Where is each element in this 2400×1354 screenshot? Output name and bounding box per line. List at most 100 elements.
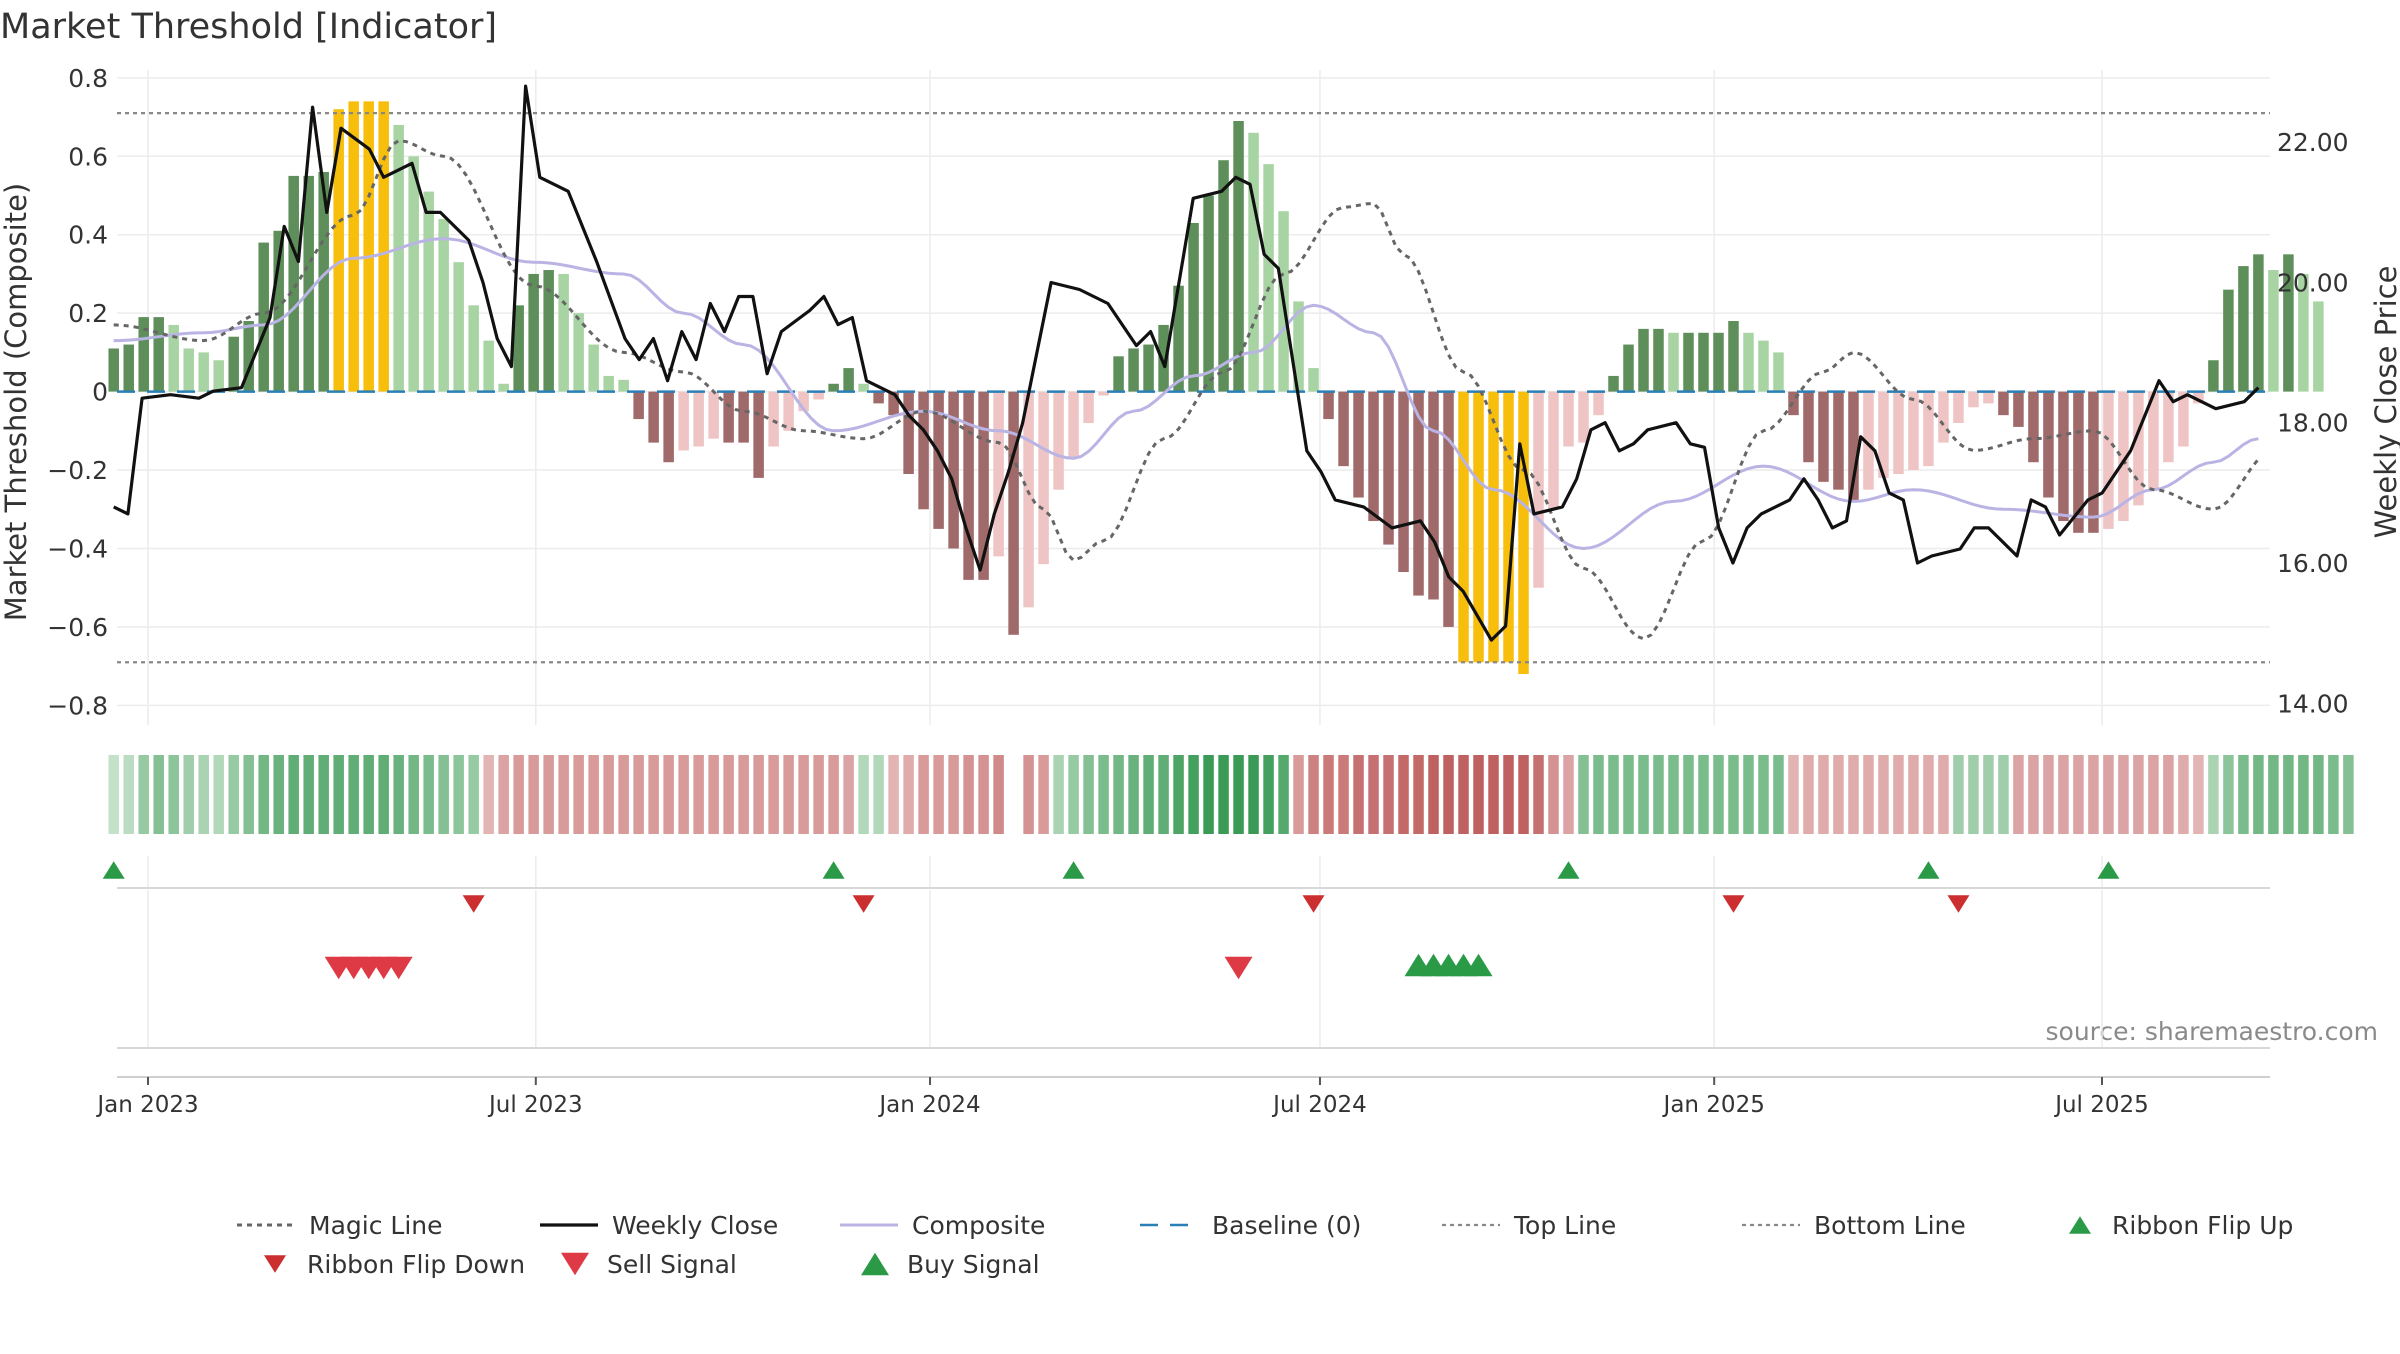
y-left-tick-label: −0.4 (47, 535, 108, 564)
legend-item: Weekly Close (540, 1211, 778, 1240)
composite-bar (1548, 391, 1559, 510)
legend-swatch (861, 1252, 889, 1276)
y-left-tick-label: 0.6 (68, 142, 108, 171)
composite-bar (183, 348, 194, 392)
ribbon-segment (423, 755, 434, 834)
ribbon-segment (183, 755, 194, 834)
ribbon-segment (573, 755, 584, 834)
composite-bar (378, 101, 389, 392)
composite-bar (783, 391, 794, 431)
ribbon-segment (1548, 755, 1559, 834)
ribbon-segment (1053, 755, 1064, 834)
composite-bar (1473, 391, 1484, 663)
ribbon-segment (843, 755, 854, 834)
composite-bar (1923, 391, 1934, 467)
composite-bar (2133, 391, 2144, 506)
composite-bar (1968, 391, 1979, 408)
ribbon-segment (933, 755, 944, 834)
legend-label: Buy Signal (907, 1250, 1040, 1279)
ribbon-segment (1593, 755, 1604, 834)
ribbon-segment (1263, 755, 1274, 834)
ribbon-segment (663, 755, 674, 834)
ribbon-segment (1203, 755, 1214, 834)
legend-label: Ribbon Flip Down (307, 1250, 525, 1279)
ribbon-segment (2313, 755, 2324, 834)
ribbon-segment (603, 755, 614, 834)
ribbon-segment (1233, 755, 1244, 834)
composite-bar (468, 305, 479, 392)
composite-bar (1983, 391, 1994, 404)
ribbon-segment (1773, 755, 1784, 834)
ribbon-segment (2238, 755, 2249, 834)
ribbon-segment (2013, 755, 2024, 834)
ribbon-flip-up-marker (1557, 861, 1580, 879)
x-axis: Jan 2023 Jul 2023 Jan 2024 Jul 2024 Jan 2025… (95, 1077, 2149, 1118)
trend-ribbon (108, 755, 2354, 834)
ribbon-segment (2253, 755, 2264, 834)
ribbon-segment (1728, 755, 1739, 834)
composite-bar (1563, 391, 1574, 447)
composite-bar (363, 101, 374, 392)
composite-bar (1623, 344, 1634, 392)
composite-bar (303, 175, 314, 392)
composite-bar (288, 175, 299, 392)
y-right-tick-label: 16.00 (2277, 549, 2349, 578)
ribbon-segment (1248, 755, 1259, 834)
ribbon-segment (1413, 755, 1424, 834)
ribbon-segment (288, 755, 299, 834)
weekly-close-line (112, 84, 2260, 642)
composite-bar (1743, 332, 1754, 392)
ribbon-segment (2343, 755, 2354, 834)
composite-bar (1098, 391, 1109, 396)
composite-bar (1938, 391, 1949, 443)
composite-bar (1953, 391, 1964, 423)
composite-bar (543, 270, 554, 392)
legend-item: Bottom Line (1742, 1211, 1966, 1240)
composite-bar (798, 391, 809, 412)
y-right-tick-label: 14.00 (2277, 689, 2349, 718)
composite-bar (1638, 328, 1649, 392)
legend-label: Composite (912, 1211, 1045, 1240)
composite-bar (1488, 391, 1499, 663)
composite-bar (2253, 254, 2264, 392)
ribbon-segment (1038, 755, 1049, 834)
composite-bar (1173, 285, 1184, 392)
ribbon-segment (768, 755, 779, 834)
composite-bar (648, 391, 659, 443)
ribbon-segment (333, 755, 344, 834)
composite-bar (738, 391, 749, 443)
ribbon-segment (438, 755, 449, 834)
composite-bar (1263, 164, 1274, 392)
ribbon-segment (903, 755, 914, 834)
composite-bar (1848, 391, 1859, 502)
composite-bar (1698, 332, 1709, 392)
composite-bar (678, 391, 689, 451)
ribbon-segment (1713, 755, 1724, 834)
axes: −0.8 −0.6 −0.4 −0.2 0 0.2 0.4 0.6 0.8 14.00 16.00 1… (47, 64, 2348, 721)
ribbon-segment (138, 755, 149, 834)
composite-bar (1383, 391, 1394, 545)
ribbon-segment (1563, 755, 1574, 834)
composite-bar (528, 273, 539, 392)
composite-bar (753, 391, 764, 478)
ribbon-segment (513, 755, 524, 834)
composite-bar (1233, 120, 1244, 392)
ribbon-segment (243, 755, 254, 834)
composite-bar (1998, 391, 2009, 416)
ribbon-segment (858, 755, 869, 834)
ribbon-segment (1308, 755, 1319, 834)
ribbon-segment (1278, 755, 1289, 834)
legend-swatch (2069, 1216, 2091, 1234)
composite-bar (1893, 391, 1904, 474)
x-tick-label: Jul 2025 (2053, 1092, 2149, 1118)
composite-bar (138, 317, 149, 392)
composite-bar (108, 348, 119, 392)
ribbon-segment (738, 755, 749, 834)
x-tick-label: Jul 2024 (1271, 1092, 1367, 1118)
ribbon-segment (228, 755, 239, 834)
ribbon-segment (1863, 755, 1874, 834)
composite-bar (1728, 321, 1739, 392)
ribbon-segment (1653, 755, 1664, 834)
composite-bar (2193, 391, 2204, 404)
